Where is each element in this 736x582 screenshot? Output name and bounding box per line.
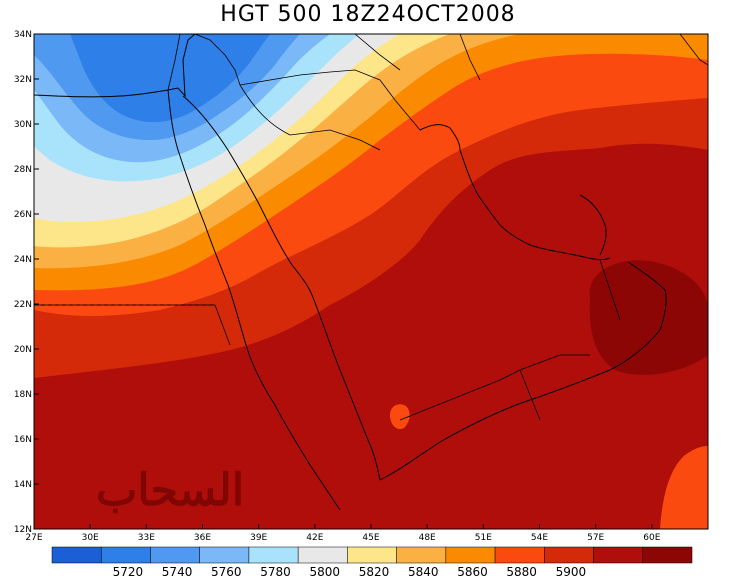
band-se-corner [660,446,708,529]
colorbar-swatch [445,546,496,564]
colorbar-swatch [593,546,644,564]
coastlines [34,34,667,511]
lat-tick-label: 18N [14,390,32,400]
colorbar-label: 5780 [260,565,291,579]
lat-tick-label: 12N [14,525,32,535]
colorbar-swatch [494,546,545,564]
lon-tick-label: 30E [82,533,99,543]
colorbar-swatch [347,546,397,564]
colorbar-swatch [544,546,594,564]
lat-tick-label: 28N [14,165,32,175]
lon-tick-label: 45E [362,533,379,543]
colorbar-swatch [51,546,102,564]
band-5680 [70,34,270,123]
colorbar-label: 5840 [408,565,439,579]
colorbar-swatch [248,546,299,564]
lon-tick-label: 27E [25,533,42,543]
colorbar-label: 5900 [556,565,587,579]
lat-tick-label: 24N [14,255,32,265]
colorbar-label: 5720 [113,565,144,579]
colorbar-swatch [150,546,200,564]
lon-tick-label: 36E [194,533,211,543]
lat-tick-label: 22N [14,300,32,310]
lon-tick-label: 33E [138,533,155,543]
lon-tick-label: 39E [250,533,267,543]
band-5900 [589,260,708,375]
lon-tick-label: 57E [587,533,604,543]
lon-tick-label: 51E [475,533,492,543]
colorbar-label: 5740 [162,565,193,579]
lat-tick-label: 14N [14,480,32,490]
warm-blob [390,404,410,430]
colorbar-label: 5860 [457,565,488,579]
lon-tick-label: 54E [531,533,548,543]
colorbar-swatch [100,546,151,564]
map-plot-area [34,34,708,529]
colorbar-label: 5820 [359,565,390,579]
watermark-text: السحاب [96,465,244,516]
lat-tick-label: 34N [14,30,32,40]
lat-tick-label: 16N [14,435,32,445]
lon-tick-label: 48E [419,533,436,543]
lon-tick-label: 42E [306,533,323,543]
colorbar-swatch [199,546,250,564]
colorbar-label: 5800 [309,565,340,579]
chart-title: HGT 500 18Z24OCT2008 [220,2,516,27]
lat-tick-label: 26N [14,210,32,220]
country-borders [34,34,708,421]
lat-tick-label: 32N [14,75,32,85]
longitude-ticks: 27E 30E 33E 36E 39E 42E 45E 48E 51E 54E 57E 60E [25,524,661,543]
colorbar-labels: 5720 5740 5760 5780 5800 5820 5840 5860 5880 5900 [113,565,587,579]
lon-tick-label: 60E [643,533,660,543]
colorbar-swatch [396,546,447,564]
latitude-ticks: 12N 14N 16N 18N 20N 22N 24N 26N 28N 30N 32N 34N [14,30,39,535]
colorbar-label: 5760 [211,565,242,579]
colorbar-swatch [642,546,693,564]
lat-tick-label: 30N [14,120,32,130]
lat-tick-label: 20N [14,345,32,355]
colorbar [51,546,693,564]
colorbar-swatch [297,546,348,564]
colorbar-label: 5880 [506,565,537,579]
